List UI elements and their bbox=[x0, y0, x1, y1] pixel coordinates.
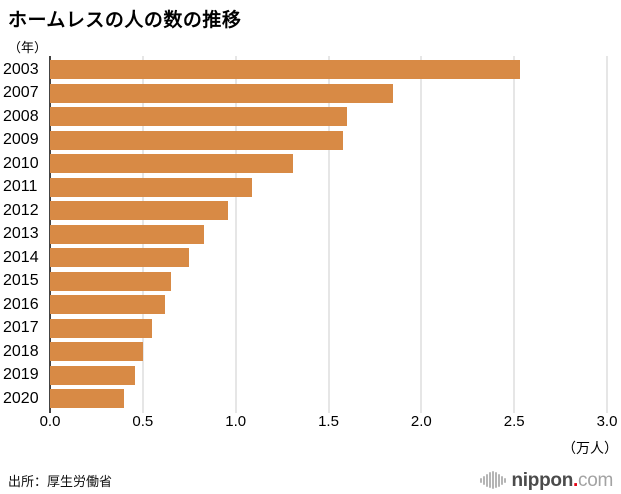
bar-track bbox=[50, 342, 607, 362]
year-label: 2012 bbox=[3, 201, 39, 219]
gridline bbox=[606, 56, 608, 413]
bar-2008 bbox=[50, 107, 348, 127]
gridline bbox=[328, 56, 329, 413]
chart-row: 2008 bbox=[0, 105, 621, 129]
x-tick-label: 1.5 bbox=[318, 413, 339, 430]
nippon-logo: nippon.com bbox=[479, 470, 614, 490]
chart-row: 2003 bbox=[0, 58, 621, 82]
bar-2019 bbox=[50, 365, 136, 385]
x-tick-label: 2.0 bbox=[410, 413, 432, 430]
chart-rows: 2003 2007 2008 2009 2010 2011 2012 2013 2014 2015… bbox=[0, 58, 621, 411]
x-tick-label: 2.5 bbox=[503, 413, 525, 430]
bar-track bbox=[50, 248, 607, 268]
chart-row: 2016 bbox=[0, 293, 621, 317]
x-tick-label: 0.0 bbox=[39, 413, 61, 430]
y-axis-unit-label: （年） bbox=[8, 40, 48, 55]
chart-row: 2019 bbox=[0, 364, 621, 388]
x-tick-label: 1.0 bbox=[225, 413, 247, 430]
year-label: 2007 bbox=[3, 84, 39, 102]
x-tick-label: 0.5 bbox=[132, 413, 154, 430]
bar-2003 bbox=[50, 60, 520, 80]
bar-2013 bbox=[50, 224, 205, 244]
plot-area: 2003 2007 2008 2009 2010 2011 2012 2013 2014 2015… bbox=[0, 56, 621, 413]
chart-row: 2007 bbox=[0, 82, 621, 106]
bar-track bbox=[50, 177, 607, 197]
year-label: 2015 bbox=[3, 272, 39, 290]
x-axis-unit-label: （万人） bbox=[562, 440, 618, 456]
bar-track bbox=[50, 271, 607, 291]
chart-row: 2010 bbox=[0, 152, 621, 176]
bar-track bbox=[50, 365, 607, 385]
gridline bbox=[235, 56, 237, 413]
year-label: 2014 bbox=[3, 248, 39, 266]
chart-row: 2011 bbox=[0, 176, 621, 200]
bar-track bbox=[50, 318, 607, 338]
bar-track bbox=[50, 107, 607, 127]
bar-track bbox=[50, 295, 607, 315]
nippon-logo-text: nippon.com bbox=[512, 471, 614, 490]
year-label: 2020 bbox=[3, 389, 39, 407]
x-axis-ticks: 0.0 0.5 1.0 1.5 2.0 2.5 3.0 bbox=[40, 413, 618, 431]
year-label: 2011 bbox=[3, 178, 38, 196]
year-label: 2016 bbox=[3, 295, 39, 313]
year-label: 2018 bbox=[3, 342, 39, 360]
chart-row: 2009 bbox=[0, 129, 621, 153]
year-label: 2010 bbox=[3, 154, 39, 172]
chart-row: 2012 bbox=[0, 199, 621, 223]
bar-2020 bbox=[50, 389, 125, 409]
chart-row: 2014 bbox=[0, 246, 621, 270]
bar-2010 bbox=[50, 154, 294, 174]
chart-row: 2018 bbox=[0, 340, 621, 364]
bar-track bbox=[50, 130, 607, 150]
year-label: 2008 bbox=[3, 107, 39, 125]
chart-title: ホームレスの人の数の推移 bbox=[8, 10, 242, 31]
bar-2017 bbox=[50, 318, 153, 338]
year-label: 2009 bbox=[3, 131, 39, 149]
logo-word-nippon: nippon bbox=[511, 469, 574, 491]
x-tick-label: 3.0 bbox=[596, 413, 618, 430]
bar-track bbox=[50, 154, 607, 174]
soundwave-bars-icon bbox=[479, 470, 506, 490]
chart-row: 2015 bbox=[0, 270, 621, 294]
bar-2009 bbox=[50, 130, 344, 150]
chart-row: 2017 bbox=[0, 317, 621, 341]
chart-row: 2013 bbox=[0, 223, 621, 247]
bar-track bbox=[50, 389, 607, 409]
bar-2015 bbox=[50, 271, 171, 291]
footer: 出所：厚生労働省 nippon.com bbox=[0, 470, 621, 490]
year-label: 2003 bbox=[3, 60, 39, 78]
logo-dot: . bbox=[573, 469, 578, 491]
bar-2012 bbox=[50, 201, 229, 221]
bar-track bbox=[50, 224, 607, 244]
source-note: 出所：厚生労働省 bbox=[8, 474, 113, 489]
year-label: 2013 bbox=[3, 225, 39, 243]
year-label: 2017 bbox=[3, 319, 39, 337]
bar-track bbox=[50, 83, 607, 103]
logo-word-com: com bbox=[578, 469, 613, 491]
chart-row: 2020 bbox=[0, 387, 621, 411]
bar-2018 bbox=[50, 342, 143, 362]
year-label: 2019 bbox=[3, 366, 39, 384]
bar-track bbox=[50, 60, 607, 80]
bar-2014 bbox=[50, 248, 190, 268]
bar-2007 bbox=[50, 83, 394, 103]
bar-track bbox=[50, 201, 607, 221]
gridline bbox=[420, 56, 422, 413]
bar-2016 bbox=[50, 295, 166, 315]
bar-2011 bbox=[50, 177, 253, 197]
gridline bbox=[513, 56, 515, 413]
